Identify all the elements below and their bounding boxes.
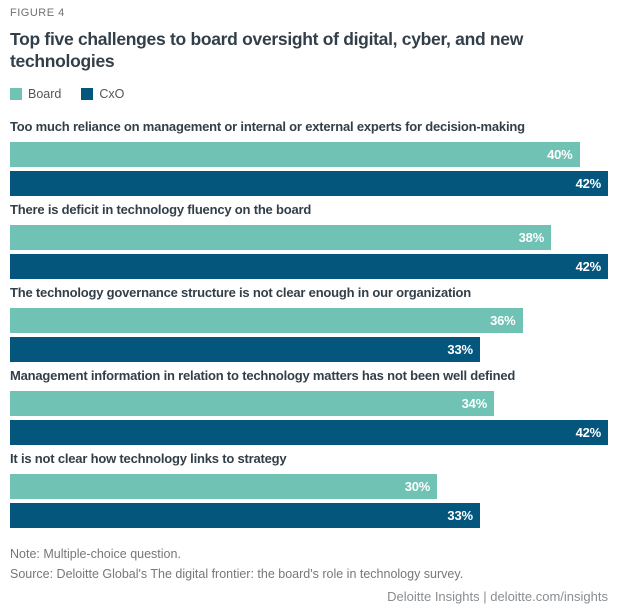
bar-row-board: 34% (10, 391, 608, 416)
figure-panel: FIGURE 4 Top five challenges to board ov… (10, 7, 608, 604)
bar-value-label: 42% (575, 176, 602, 191)
bar-group: Too much reliance on management or inter… (10, 119, 608, 196)
bar-row-cxo: 42% (10, 420, 608, 445)
board-bar: 38% (10, 225, 552, 250)
bar-value-label: 42% (575, 425, 602, 440)
legend-label: CxO (99, 87, 125, 101)
bar-row-board: 38% (10, 225, 608, 250)
source-text: Source: Deloitte Global's The digital fr… (10, 567, 464, 581)
bar-row-board: 40% (10, 142, 608, 167)
board-bar: 30% (10, 474, 438, 499)
bar-value-label: 42% (575, 259, 602, 274)
cxo-bar: 42% (10, 420, 608, 445)
category-label: Management information in relation to te… (10, 368, 516, 383)
bar-value-label: 33% (447, 508, 473, 523)
legend-item-cxo: CxO (81, 87, 124, 101)
cxo-bar: 33% (10, 503, 480, 528)
bar-value-label: 33% (447, 342, 473, 357)
legend-item-board: Board (10, 87, 61, 101)
board-bar: 36% (10, 308, 523, 333)
bar-row-board: 30% (10, 474, 608, 499)
deloitte-insights-branding: Deloitte Insights | deloitte.com/insight… (387, 589, 608, 604)
cxo-bar: 42% (10, 254, 608, 279)
bar-row-board: 36% (10, 308, 608, 333)
bar-row-cxo: 42% (10, 171, 608, 196)
chart-footer: Note: Multiple-choice question. Source: … (10, 544, 608, 604)
category-label: It is not clear how technology links to … (10, 451, 287, 466)
figure-label: FIGURE 4 (10, 7, 65, 19)
bar-group: Management information in relation to te… (10, 368, 608, 445)
bar-row-cxo: 33% (10, 503, 608, 528)
category-label: The technology governance structure is n… (10, 285, 472, 300)
board-bar: 34% (10, 391, 495, 416)
legend-swatch-icon (81, 88, 94, 100)
bar-value-label: 36% (490, 313, 516, 328)
board-bar: 40% (10, 142, 580, 167)
chart-title: Top five challenges to board oversight o… (10, 29, 524, 71)
bar-group: It is not clear how technology links to … (10, 451, 608, 528)
bar-group: The technology governance structure is n… (10, 285, 608, 362)
bar-value-label: 30% (404, 479, 431, 494)
bar-value-label: 34% (461, 396, 488, 411)
legend-label: Board (28, 87, 62, 101)
chart-legend: Board CxO (10, 87, 608, 101)
category-label: There is deficit in technology fluency o… (10, 202, 312, 217)
legend-swatch-icon (10, 88, 22, 100)
bar-chart: Too much reliance on management or inter… (10, 119, 608, 528)
bar-group: There is deficit in technology fluency o… (10, 202, 608, 279)
bar-row-cxo: 33% (10, 337, 608, 362)
bar-value-label: 38% (518, 230, 545, 245)
note-text: Note: Multiple-choice question. (10, 547, 181, 561)
category-label: Too much reliance on management or inter… (10, 119, 525, 134)
bar-value-label: 40% (547, 147, 573, 162)
cxo-bar: 42% (10, 171, 608, 196)
bar-row-cxo: 42% (10, 254, 608, 279)
cxo-bar: 33% (10, 337, 480, 362)
